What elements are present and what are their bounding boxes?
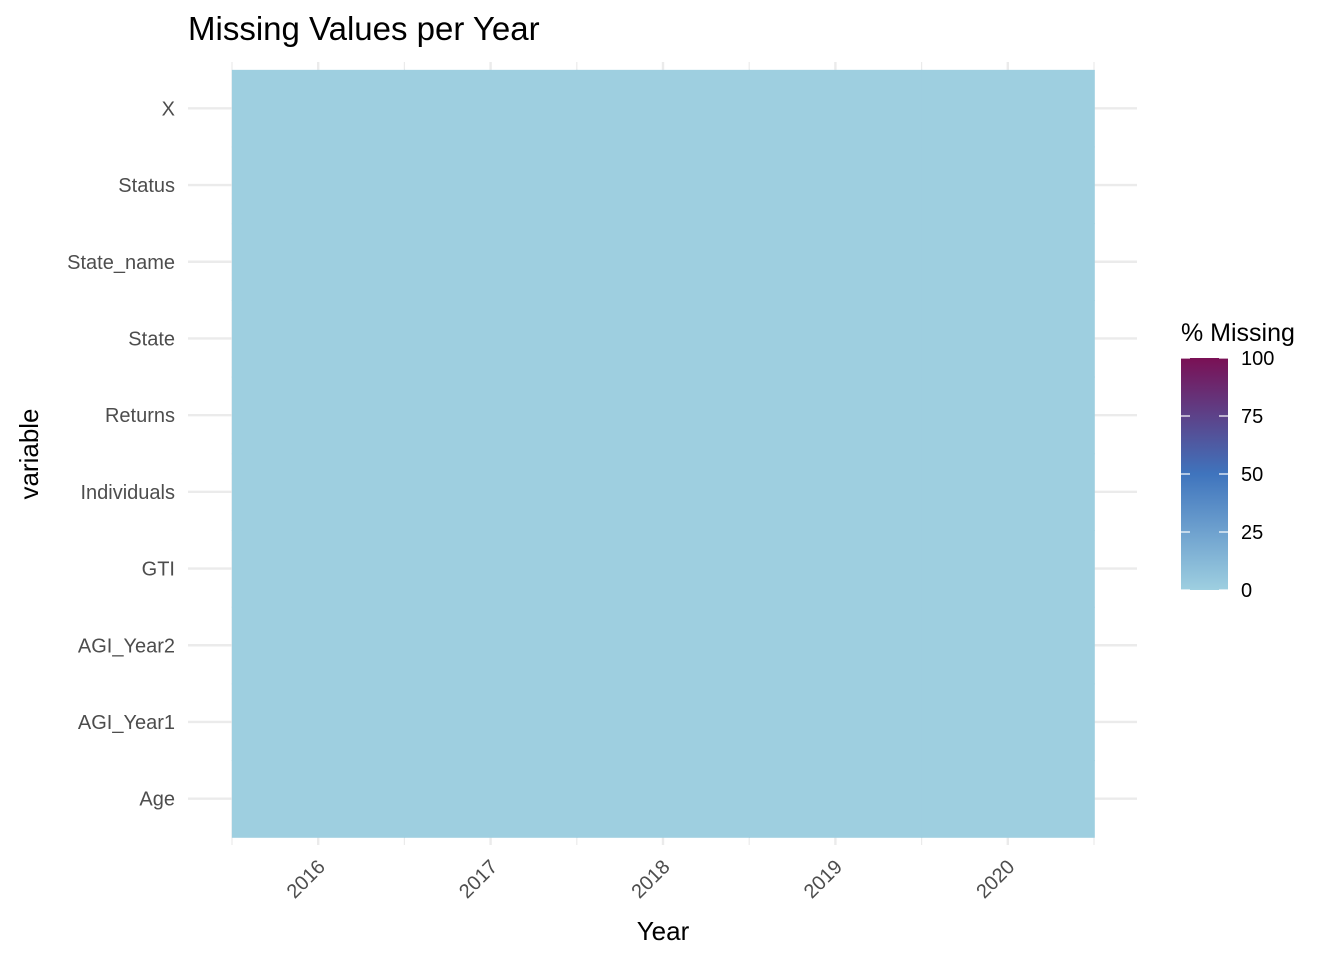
heatmap-cell [921,453,1095,531]
x-tick-labels: 2016 2017 2018 2019 2020 [283,856,1020,903]
heatmap-cell [404,376,578,455]
legend-ticks: 0 25 50 75 100 [1181,348,1274,602]
heatmap-cell [576,683,750,762]
heatmap-cell [749,69,923,148]
heatmap-cell [921,683,1095,762]
heatmap-cell [921,223,1095,301]
heatmap-cell [749,530,923,608]
y-tick-label: Returns [105,405,175,427]
heatmap-cell [231,530,406,608]
heatmap-cell [749,760,923,838]
heatmap-cell [231,683,406,762]
heatmap-cell [231,223,406,301]
x-tick-label: 2019 [800,856,847,903]
x-tick-label: 2018 [628,856,675,903]
heatmap-cell [749,453,923,531]
y-tick-labels: Age AGI_Year1 AGI_Year2 GTI Individuals Retur… [67,98,175,810]
heatmap-cell [576,299,750,378]
legend-label: 0 [1241,580,1252,602]
x-tick-label: 2016 [283,856,330,903]
x-axis-title: Year [637,916,690,946]
heatmap-cell [749,299,923,378]
heatmap-cell [749,683,923,762]
legend-title: % Missing [1181,319,1295,347]
chart-title: Missing Values per Year [188,10,540,47]
heatmap-cell [576,606,750,685]
heatmap-cell [231,453,406,531]
x-tick-label: 2020 [972,856,1019,903]
legend-label: 25 [1241,522,1263,544]
heatmap-cell [921,299,1095,378]
legend-label: 50 [1241,464,1263,486]
heatmap-cell [749,606,923,685]
heatmap-cell [749,223,923,301]
heatmap-cell [921,69,1095,148]
heatmap-cells [231,69,1095,838]
heatmap-cell [921,146,1095,225]
heatmap-cell [576,376,750,455]
heatmap-cell [749,146,923,225]
heatmap-cell [576,69,750,148]
heatmap-cell [921,530,1095,608]
heatmap-cell [921,606,1095,685]
heatmap-cell [231,299,406,378]
heatmap-cell [404,453,578,531]
heatmap-cell [231,606,406,685]
y-tick-label: AGI_Year1 [78,712,175,734]
legend: % Missing 0 25 50 75 100 [1181,319,1295,602]
y-tick-label: Age [139,789,175,811]
y-tick-label: State_name [67,252,175,274]
heatmap-cell [921,376,1095,455]
y-tick-label: GTI [142,559,175,581]
heatmap-cell [231,376,406,455]
heatmap-cell [576,530,750,608]
heatmap-cell [576,760,750,838]
legend-label: 75 [1241,406,1263,428]
x-tick-label: 2017 [455,856,502,903]
heatmap-cell [404,683,578,762]
heatmap-cell [404,606,578,685]
y-tick-label: Individuals [80,482,175,504]
heatmap-cell [576,223,750,301]
heatmap-cell [576,453,750,531]
legend-label: 100 [1241,348,1274,370]
heatmap-cell [231,760,406,838]
heatmap-cell [404,299,578,378]
y-tick-label: Status [118,175,175,197]
heatmap-cell [231,146,406,225]
heatmap-cell [404,223,578,301]
y-tick-label: X [162,98,175,120]
y-tick-label: State [128,328,175,350]
heatmap-cell [921,760,1095,838]
heatmap-cell [404,69,578,148]
heatmap-cell [231,69,406,148]
heatmap-cell [576,146,750,225]
heatmap-cell [749,376,923,455]
heatmap-cell [404,146,578,225]
heatmap-cell [404,530,578,608]
heatmap-cell [404,760,578,838]
y-tick-label: AGI_Year2 [78,635,175,657]
y-axis-title: variable [14,408,44,499]
